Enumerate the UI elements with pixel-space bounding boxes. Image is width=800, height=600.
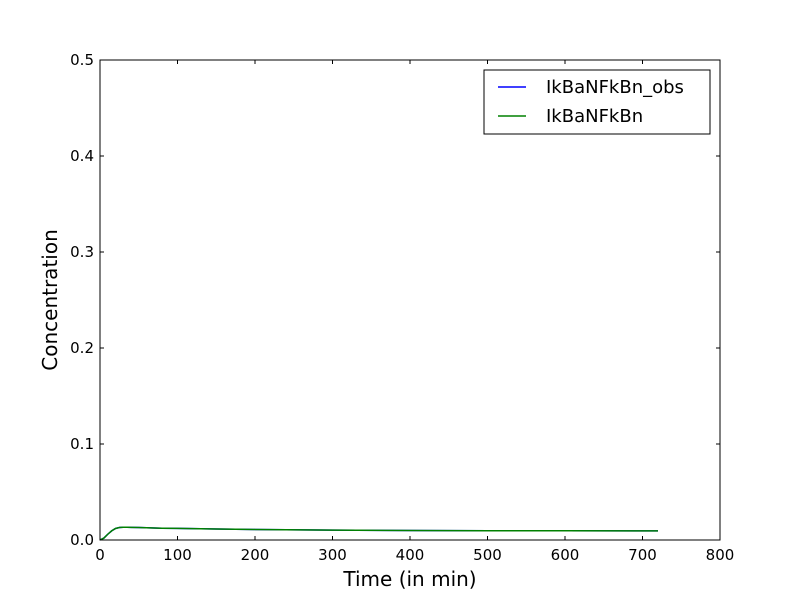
x-tick-label: 0 (95, 546, 105, 564)
y-tick-label: 0.2 (70, 339, 94, 357)
series-line-2 (99, 526, 659, 541)
y-tick-label: 0.4 (70, 147, 94, 165)
legend-label-1: IkBaNFkBn_obs (546, 77, 684, 98)
axis-ticks (99, 59, 721, 541)
y-tick-label: 0.3 (70, 243, 94, 261)
plot-lines (99, 526, 659, 541)
x-tick-label: 300 (318, 546, 347, 564)
legend-box (483, 69, 711, 135)
x-tick-label: 400 (396, 546, 425, 564)
y-tick-label: 0.0 (70, 531, 94, 549)
x-tick-label: 200 (241, 546, 270, 564)
x-tick-label: 700 (628, 546, 657, 564)
y-tick-label: 0.1 (70, 435, 94, 453)
legend-label-2: IkBaNFkBn (546, 106, 643, 127)
y-axis-label: Concentration (38, 229, 62, 370)
x-tick-label: 600 (551, 546, 580, 564)
legend: IkBaNFkBn_obs IkBaNFkBn (483, 69, 711, 135)
x-tick-label: 100 (163, 546, 192, 564)
y-tick-label: 0.5 (70, 51, 94, 69)
x-axis-label: Time (in min) (342, 567, 476, 591)
tick-labels: 0 100 200 300 400 500 600 700 800 0.0 0.1 0.2 0.3 0.4… (70, 51, 734, 564)
x-tick-label: 800 (706, 546, 735, 564)
x-tick-label: 500 (473, 546, 502, 564)
